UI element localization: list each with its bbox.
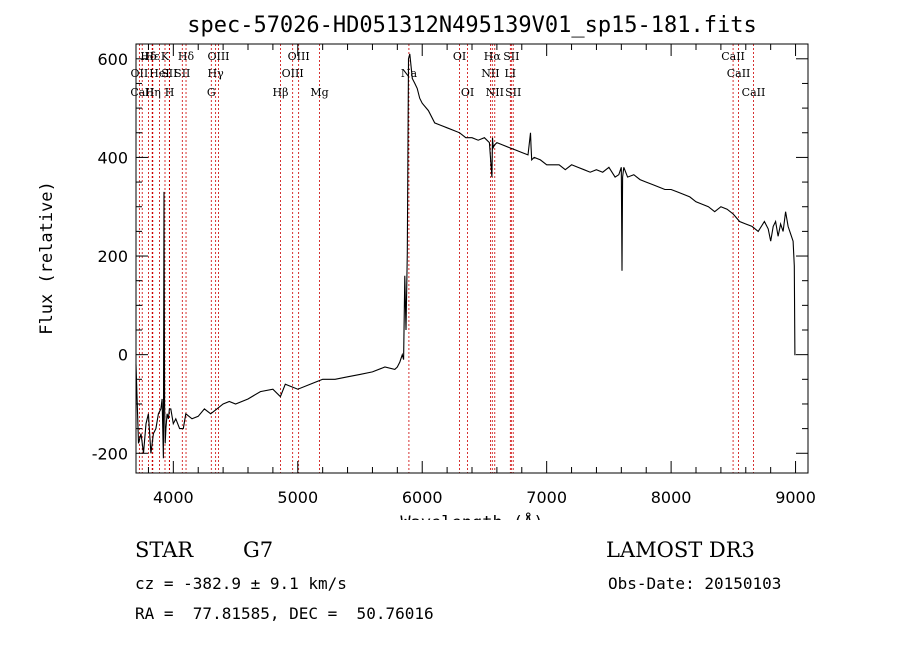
object-subclass: G7 <box>243 538 274 562</box>
emission-line-label: OII <box>131 67 149 80</box>
emission-line-label: Hη <box>145 86 161 99</box>
emission-line-label: Hβ <box>273 86 289 99</box>
emission-line-label: G <box>207 86 216 99</box>
survey-name: LAMOST DR3 <box>606 538 755 562</box>
y-tick-label: 400 <box>97 148 128 167</box>
emission-line-label: NII <box>486 86 504 99</box>
emission-line-label: SII <box>161 67 177 80</box>
coordinates: RA = 77.81585, DEC = 50.76016 <box>135 604 434 623</box>
chart-title: spec-57026-HD051312N495139V01_sp15-181.f… <box>187 13 757 38</box>
axis-ticks <box>136 44 808 473</box>
emission-line-label: Hδ <box>178 50 195 63</box>
emission-line-label: OI <box>461 86 474 99</box>
emission-line-label: HeI <box>149 67 169 80</box>
emission-line-label: SII <box>505 86 521 99</box>
x-tick-labels: 4000 5000 6000 7000 8000 9000 <box>153 488 816 507</box>
y-tick-labels: -200 0 200 400 600 <box>92 50 128 463</box>
emission-line-label: NII <box>481 67 499 80</box>
emission-line-label: OIII <box>207 50 229 63</box>
x-tick-label: 7000 <box>526 488 567 507</box>
y-tick-label: 0 <box>118 346 128 365</box>
emission-line-label: CaII <box>742 86 766 99</box>
emission-line-label: Na <box>401 67 418 80</box>
spectrum-chart: spec-57026-HD051312N495139V01_sp15-181.f… <box>37 13 816 520</box>
emission-line-label: Hγ <box>208 67 225 80</box>
y-tick-label: 600 <box>97 50 128 69</box>
emission-line-label: K <box>161 50 170 63</box>
y-tick-label: 200 <box>97 247 128 266</box>
emission-line-label: Mg <box>310 86 328 99</box>
redshift-text: cz = -382.9 ± 9.1 km/s <box>135 574 347 593</box>
emission-line-label: Hα <box>484 50 502 63</box>
emission-line-label: SII <box>174 67 190 80</box>
plot-frame <box>135 43 809 474</box>
x-tick-label: 9000 <box>775 488 816 507</box>
emission-line-label: CaII <box>727 67 751 80</box>
object-class: STAR <box>135 538 194 562</box>
spectrum-line <box>135 53 796 459</box>
emission-line-label: SII <box>503 50 519 63</box>
x-tick-label: 8000 <box>651 488 692 507</box>
emission-line-label: OIII <box>288 50 310 63</box>
emission-line-label: CaII <box>721 50 745 63</box>
emission-line-markers <box>138 44 754 473</box>
obs-date: Obs-Date: 20150103 <box>608 574 782 593</box>
x-axis-label: Wavelength (Å) <box>400 511 543 520</box>
emission-line-label: OI <box>453 50 466 63</box>
y-axis-label: Flux (relative) <box>37 181 57 335</box>
emission-line-label: Hδ <box>140 50 157 63</box>
emission-line-label: LI <box>505 67 517 80</box>
y-tick-label: -200 <box>92 444 128 463</box>
emission-line-label: H <box>165 86 175 99</box>
x-tick-label: 4000 <box>153 488 194 507</box>
emission-line-label: OIII <box>282 67 304 80</box>
x-tick-label: 5000 <box>277 488 318 507</box>
x-tick-label: 6000 <box>402 488 443 507</box>
emission-line-label: Hε <box>145 50 161 63</box>
